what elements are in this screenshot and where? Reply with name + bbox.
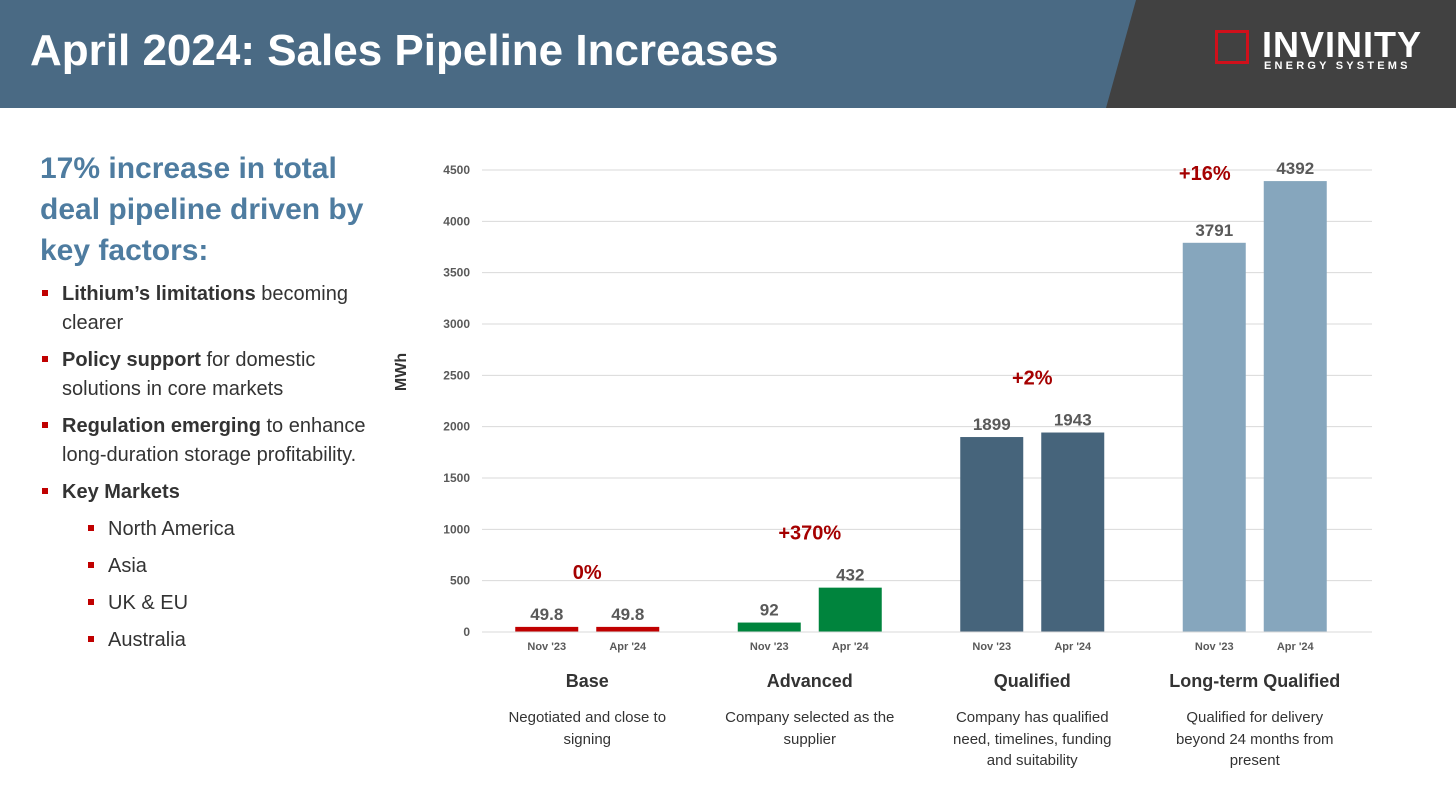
bar — [515, 626, 579, 632]
x-tick-label: Nov '23 — [527, 641, 566, 653]
bullet-item: Lithium’s limitations becoming clearer — [40, 280, 380, 338]
bar — [1263, 181, 1327, 632]
change-annotation: +16% — [1179, 163, 1231, 185]
x-tick-label: Nov '23 — [750, 641, 789, 653]
logo-square-icon — [1215, 30, 1249, 64]
category-description: Company selected as the supplier — [725, 709, 895, 748]
data-label: 1943 — [1054, 411, 1092, 430]
page-title: April 2024: Sales Pipeline Increases — [30, 26, 779, 75]
y-tick-label: 2500 — [443, 368, 470, 382]
y-tick-label: 2000 — [443, 420, 470, 434]
bar — [737, 622, 801, 632]
y-tick-label: 3500 — [443, 266, 470, 280]
bar — [1041, 432, 1105, 632]
data-label: 4392 — [1276, 159, 1314, 178]
bar — [960, 437, 1024, 632]
bar — [1182, 242, 1246, 633]
data-label: 49.8 — [611, 605, 644, 624]
logo-panel — [1106, 0, 1456, 108]
market-item: Australia — [40, 626, 380, 655]
data-label: 1899 — [973, 415, 1011, 434]
sidebar-headline: 17% increase in total deal pipeline driv… — [40, 152, 364, 267]
change-annotation: +2% — [1012, 368, 1053, 390]
pipeline-bar-chart: 0 500 1000 1500 2000 2500 3000 3500 4000 4500 MWh 4… — [393, 159, 1372, 653]
y-tick-label: 4000 — [443, 214, 470, 228]
y-tick-label: 1000 — [443, 522, 470, 536]
x-tick-label: Apr '24 — [1054, 641, 1092, 653]
y-tick-label: 3000 — [443, 317, 470, 331]
bullet-bold: Regulation emerging — [62, 415, 261, 437]
category-name: Long-term Qualified — [1169, 671, 1341, 691]
change-annotation: 0% — [573, 562, 602, 584]
y-tick-label: 500 — [450, 574, 470, 588]
category-name: Advanced — [766, 671, 853, 691]
data-label: 432 — [836, 566, 864, 585]
bullet-item: Regulation emerging to enhance long-dura… — [40, 412, 380, 470]
x-tick-label: Nov '23 — [972, 641, 1011, 653]
logo-subtitle: ENERGY SYSTEMS — [1264, 60, 1411, 72]
bullet-text: becoming clearer — [62, 283, 348, 334]
bullet-bold: Lithium’s limitations — [62, 283, 256, 305]
market-item: Asia — [40, 552, 380, 581]
x-tick-label: Apr '24 — [832, 641, 870, 653]
market-item: North America — [40, 515, 380, 544]
market-item: UK & EU — [40, 589, 380, 618]
y-tick-label: 1500 — [443, 471, 470, 485]
x-tick-label: Apr '24 — [609, 641, 647, 653]
data-label: 92 — [760, 601, 779, 620]
category-description: Qualified for delivery beyond 24 months … — [1175, 709, 1334, 769]
bar — [596, 626, 660, 632]
data-label: 49.8 — [530, 605, 563, 624]
bullet-bold: Key Markets — [62, 481, 180, 503]
change-annotation: +370% — [778, 523, 841, 545]
category-description: Company has qualified need, timelines, f… — [953, 709, 1112, 769]
category-name: Base — [565, 671, 609, 691]
logo-wordmark: INVINITY — [1262, 24, 1423, 65]
bullet-item: Key Markets — [40, 478, 380, 507]
y-axis-label: MWh — [393, 353, 410, 391]
category-description: Negotiated and close to signing — [508, 709, 667, 748]
bullet-list: Lithium’s limitations becoming clearer P… — [40, 280, 380, 663]
bullet-bold: Policy support — [62, 349, 201, 371]
y-tick-label: 4500 — [443, 163, 470, 177]
data-label: 3791 — [1195, 221, 1233, 240]
bar — [818, 587, 882, 632]
bullet-text: to enhance long-duration storage profita… — [62, 415, 366, 466]
x-tick-label: Nov '23 — [1195, 641, 1234, 653]
bullet-text: for domestic solutions in core markets — [62, 349, 316, 400]
bullet-item: Policy support for domestic solutions in… — [40, 346, 380, 404]
y-tick-label: 0 — [463, 625, 470, 639]
category-name: Qualified — [993, 671, 1071, 691]
x-tick-label: Apr '24 — [1277, 641, 1315, 653]
